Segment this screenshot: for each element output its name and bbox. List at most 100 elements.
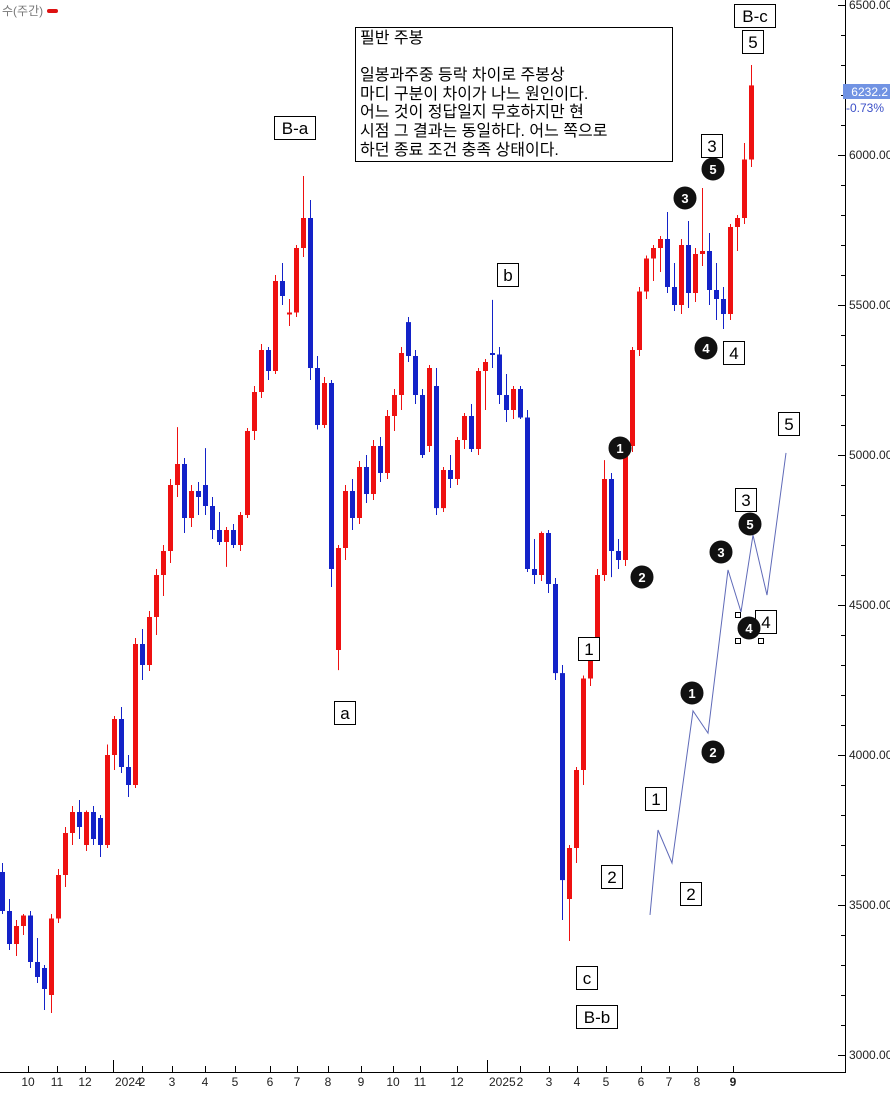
candle xyxy=(28,911,33,968)
time-tick-label: 7 xyxy=(666,1075,673,1089)
candle-body xyxy=(364,467,369,494)
candle xyxy=(616,539,621,569)
candle-body xyxy=(539,533,544,575)
wave-label-text: B-c xyxy=(742,7,768,26)
wave-label-box[interactable] xyxy=(680,882,702,906)
wave-label-box[interactable] xyxy=(576,966,598,990)
candle xyxy=(700,188,705,266)
candle-body xyxy=(252,392,257,431)
annotation-note-box[interactable]: 필반 주봉 일봉과주중 등락 차이로 주봉상 마디 구분이 차이가 나느 원인이다… xyxy=(355,27,673,162)
wave-label-circle[interactable] xyxy=(709,540,733,564)
wave-label-circle[interactable] xyxy=(701,157,725,181)
candle-body xyxy=(84,812,89,845)
candle xyxy=(735,215,740,251)
candle-body xyxy=(679,245,684,305)
candle xyxy=(665,212,670,293)
candle-body xyxy=(336,548,341,650)
wave-label-circle-text: 2 xyxy=(638,570,645,585)
candle-body xyxy=(651,248,656,259)
price-tick-label: 6000.00 xyxy=(849,148,890,162)
projection-wave-line[interactable] xyxy=(649,452,787,915)
wave-label-box[interactable] xyxy=(334,701,356,725)
candle-body xyxy=(749,85,754,160)
wave-label-box[interactable] xyxy=(723,341,745,365)
candle-body xyxy=(210,506,215,530)
candle-body xyxy=(637,291,642,350)
candle-body xyxy=(294,248,299,313)
candle xyxy=(693,248,698,302)
wave-label-circle[interactable] xyxy=(673,186,697,210)
candle-body xyxy=(721,299,726,314)
time-tick-label: 9 xyxy=(358,1075,365,1089)
wave-label-box[interactable] xyxy=(778,412,800,436)
candle xyxy=(469,404,474,452)
candle-body xyxy=(119,719,124,767)
price-tick-label: 3500.00 xyxy=(849,898,890,912)
wave-label-box[interactable] xyxy=(734,4,776,28)
candle xyxy=(406,317,411,362)
price-tick-label: 4500.00 xyxy=(849,598,890,612)
wave-label-box[interactable] xyxy=(274,116,316,140)
candle-body xyxy=(630,350,635,446)
candle-body xyxy=(154,575,159,617)
wave-label-box[interactable] xyxy=(742,30,764,54)
candle xyxy=(686,221,691,308)
wave-label-circle[interactable] xyxy=(680,681,704,705)
candle-body xyxy=(182,464,187,518)
candle-body xyxy=(434,386,439,509)
candle-body xyxy=(21,915,26,926)
candle-body xyxy=(49,918,54,995)
selection-handle[interactable] xyxy=(758,638,764,644)
wave-label-box[interactable] xyxy=(645,787,667,811)
wave-label-circle-text: 3 xyxy=(681,191,688,206)
wave-label-text: B-b xyxy=(584,1008,610,1027)
wave-label-box[interactable] xyxy=(497,263,519,287)
candle-body xyxy=(448,470,453,479)
time-tick-label: 6 xyxy=(267,1075,274,1089)
candle xyxy=(532,539,537,584)
candle-body xyxy=(686,245,691,293)
candle xyxy=(504,374,509,422)
time-tick-label: 2 xyxy=(139,1075,146,1089)
wave-label-circle[interactable] xyxy=(608,436,632,460)
wave-label-circle-text: 1 xyxy=(616,441,623,456)
candle xyxy=(105,744,110,848)
price-tick-label: 6500.00 xyxy=(849,0,890,12)
selection-handle[interactable] xyxy=(735,612,741,618)
candle xyxy=(623,443,628,566)
candle xyxy=(231,524,236,548)
candle-body xyxy=(574,770,579,848)
candle-body xyxy=(595,575,600,641)
candle xyxy=(308,200,313,380)
selection-handle[interactable] xyxy=(735,638,741,644)
wave-label-box[interactable] xyxy=(601,865,623,889)
candle-body xyxy=(217,530,222,542)
candle xyxy=(189,485,194,527)
candle-body xyxy=(518,389,523,418)
wave-label-box[interactable] xyxy=(735,488,757,512)
wave-label-box[interactable] xyxy=(576,1005,618,1029)
candle-body xyxy=(476,371,481,449)
wave-label-circle[interactable] xyxy=(738,512,762,536)
candle xyxy=(413,350,418,404)
wave-label-text: 1 xyxy=(584,640,593,659)
candle xyxy=(203,448,208,515)
candle-body xyxy=(63,833,68,875)
candle-body xyxy=(413,356,418,395)
candle xyxy=(168,479,173,563)
candle xyxy=(658,236,663,272)
candle xyxy=(210,497,215,539)
wave-label-box[interactable] xyxy=(578,637,600,661)
wave-label-box[interactable] xyxy=(701,134,723,158)
candle-body xyxy=(497,354,502,395)
candle-body xyxy=(693,254,698,293)
wave-label-circle[interactable] xyxy=(701,740,725,764)
wave-label-circle[interactable] xyxy=(694,336,718,360)
candle xyxy=(161,545,166,596)
candle-body xyxy=(406,322,411,356)
wave-label-circle[interactable] xyxy=(737,616,761,640)
wave-label-circle[interactable] xyxy=(630,565,654,589)
candle-body xyxy=(553,584,558,674)
candle-body xyxy=(742,159,747,218)
